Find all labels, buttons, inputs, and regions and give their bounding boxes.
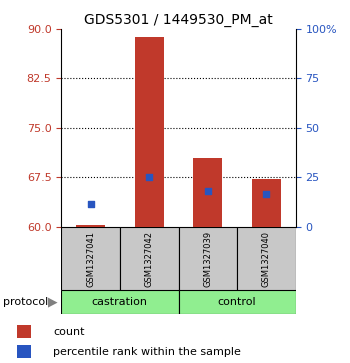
Bar [17, 325, 31, 338]
Bar [17, 345, 31, 358]
Bar [178, 290, 296, 314]
Bar [120, 227, 178, 290]
Text: protocol: protocol [4, 297, 49, 307]
Bar [237, 227, 296, 290]
Point [146, 175, 152, 180]
Text: GSM1327039: GSM1327039 [203, 231, 212, 287]
Bar [61, 227, 120, 290]
Point [264, 191, 269, 197]
Point [205, 188, 211, 193]
Text: GSM1327042: GSM1327042 [145, 231, 154, 287]
Bar [193, 158, 223, 227]
Text: GSM1327041: GSM1327041 [86, 231, 95, 287]
Bar [134, 37, 164, 227]
Bar [61, 290, 178, 314]
Text: castration: castration [92, 297, 148, 307]
Bar [178, 227, 237, 290]
Text: percentile rank within the sample: percentile rank within the sample [53, 347, 241, 356]
Text: control: control [218, 297, 257, 307]
Bar [252, 179, 281, 227]
Text: GSM1327040: GSM1327040 [262, 231, 271, 287]
Point [88, 201, 93, 207]
Bar [76, 225, 105, 227]
Title: GDS5301 / 1449530_PM_at: GDS5301 / 1449530_PM_at [84, 13, 273, 26]
Text: count: count [53, 327, 85, 337]
Text: ▶: ▶ [48, 296, 58, 309]
